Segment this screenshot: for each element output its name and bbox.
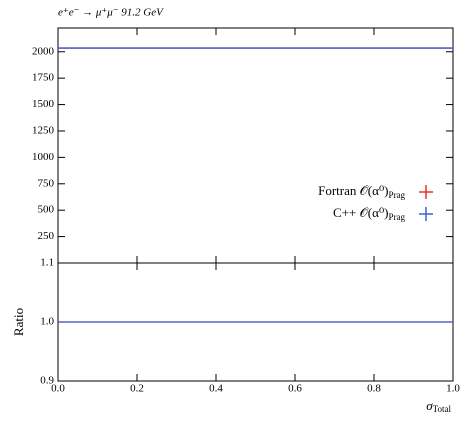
chart-title: e⁺e⁻ → μ⁺μ⁻ 91.2 GeV <box>58 7 164 19</box>
x-tick-label: 0.2 <box>130 383 144 395</box>
legend-subscript: Prag <box>389 190 406 200</box>
y-tick-label: 1500 <box>32 98 55 110</box>
y-tick-label: 1000 <box>32 151 55 163</box>
legend-entry: Fortran 𝒪(α⁰)Prag <box>318 183 433 200</box>
x-tick-label: 0.6 <box>288 383 302 395</box>
y-tick-label: 2000 <box>32 45 55 57</box>
x-tick-label: 0.4 <box>209 383 223 395</box>
y-tick-label: 500 <box>38 204 55 216</box>
legend-subscript: Prag <box>389 212 406 222</box>
x-axis-label: σTotal <box>426 398 451 414</box>
y-tick-label: 1.1 <box>40 257 54 269</box>
x-tick-label: 1.0 <box>446 383 460 395</box>
x-axis-label-main: σ <box>426 398 433 413</box>
main-frame <box>57 27 454 264</box>
x-tick-label: 0.8 <box>367 383 381 395</box>
x-tick-label: 0.0 <box>51 383 65 395</box>
y-tick-label: 250 <box>38 230 55 242</box>
legend-label: Fortran 𝒪(α⁰)Prag <box>318 183 405 200</box>
y-tick-label: 0.9 <box>40 375 54 387</box>
y-tick-label: 1.0 <box>40 316 54 328</box>
legend-name: C++ 𝒪(α⁰) <box>333 205 388 220</box>
legend-label: C++ 𝒪(α⁰)Prag <box>333 205 405 222</box>
legend-name: Fortran 𝒪(α⁰) <box>318 183 388 198</box>
x-axis-label-sub: Total <box>433 404 452 414</box>
y-tick-label: 750 <box>38 177 55 189</box>
y-axis-label: Ratio <box>11 308 26 336</box>
y-tick-label: 1250 <box>32 125 55 137</box>
legend-entry: C++ 𝒪(α⁰)Prag <box>333 205 433 222</box>
y-tick-label: 1750 <box>32 72 55 84</box>
